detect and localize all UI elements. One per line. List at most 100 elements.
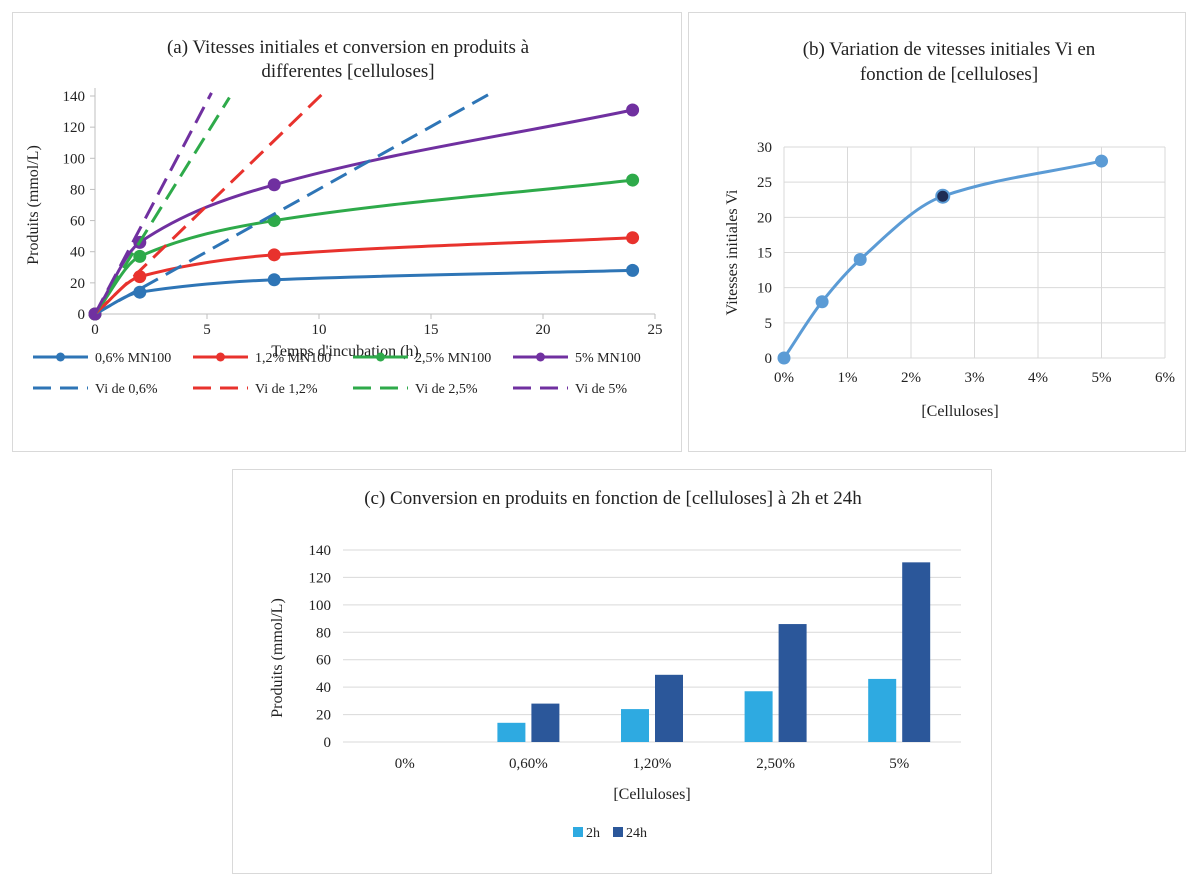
data-point	[935, 188, 951, 204]
chart-b: (b) Variation de vitesses initiales Vi e…	[724, 39, 1175, 420]
data-point	[777, 351, 791, 365]
bar	[744, 691, 773, 742]
y-tick-label: 25	[757, 175, 772, 191]
x-tick-label: 0,60%	[509, 756, 548, 772]
x-tick-label: 0%	[774, 370, 794, 386]
y-tick-label: 20	[70, 276, 85, 292]
x-tick-label: 2%	[901, 370, 921, 386]
legend-label: Vi de 1,2%	[255, 382, 318, 397]
legend-label: Vi de 5%	[575, 382, 627, 397]
series-line	[93, 108, 633, 315]
x-tick-label: 1%	[838, 370, 858, 386]
x-axis-label: [Celluloses]	[921, 403, 998, 420]
x-tick-label: 2,50%	[756, 756, 795, 772]
chart-title: differentes [celluloses]	[261, 61, 434, 82]
chart-a: (a) Vitesses initiales et conversion en …	[25, 37, 663, 397]
legend-label: Vi de 2,5%	[415, 382, 478, 397]
chart-title: fonction de [celluloses]	[860, 64, 1038, 85]
series-line	[782, 159, 1102, 359]
legend-marker	[56, 352, 65, 362]
y-tick-label: 20	[316, 708, 331, 724]
data-point	[853, 253, 867, 267]
chart-c: (c) Conversion en produits en fonction d…	[269, 488, 961, 841]
y-tick-label: 30	[757, 140, 772, 156]
bar	[868, 678, 897, 742]
x-tick-label: 1,20%	[633, 756, 672, 772]
x-tick-label: 5%	[1092, 370, 1112, 386]
x-tick-label: 20	[536, 322, 551, 338]
data-point	[267, 248, 281, 262]
series-line	[94, 268, 633, 316]
bar	[778, 624, 807, 742]
x-tick-label: 5	[203, 322, 211, 338]
y-tick-label: 80	[70, 182, 85, 198]
legend-label: 0,6% MN100	[95, 351, 171, 366]
y-tick-label: 80	[316, 625, 331, 641]
y-tick-label: 10	[757, 281, 772, 297]
chart-panel-b: (b) Variation de vitesses initiales Vi e…	[688, 12, 1186, 452]
chart-title: (b) Variation de vitesses initiales Vi e…	[803, 39, 1096, 60]
bar	[902, 562, 931, 742]
data-point	[1095, 154, 1108, 168]
legend-label: 1,2% MN100	[255, 351, 331, 366]
chart-title: (a) Vitesses initiales et conversion en …	[167, 37, 530, 58]
y-tick-label: 40	[70, 245, 85, 261]
bar	[531, 703, 560, 742]
y-tick-label: 120	[309, 570, 332, 586]
legend-label: 24h	[626, 826, 647, 841]
y-tick-label: 140	[63, 89, 86, 105]
x-tick-label: 0%	[395, 756, 415, 772]
legend-marker	[536, 352, 545, 362]
legend-label: Vi de 0,6%	[95, 382, 158, 397]
y-tick-label: 120	[63, 120, 86, 136]
y-tick-label: 60	[70, 214, 85, 230]
y-axis-label: Produits (mmol/L)	[269, 598, 286, 718]
series-line-dashed	[95, 92, 213, 314]
chart-title: (c) Conversion en produits en fonction d…	[364, 488, 862, 509]
y-tick-label: 40	[316, 680, 331, 696]
y-tick-label: 60	[316, 653, 331, 669]
legend-swatch	[613, 827, 623, 837]
y-tick-label: 0	[765, 351, 773, 367]
legend-label: 5% MN100	[575, 351, 641, 366]
data-point	[815, 295, 829, 309]
legend-swatch	[573, 827, 583, 837]
bar	[655, 674, 683, 742]
data-point	[267, 178, 281, 192]
x-axis-label: [Celluloses]	[613, 786, 690, 803]
x-tick-label: 0	[91, 322, 99, 338]
chart-panel-a: (a) Vitesses initiales et conversion en …	[12, 12, 682, 452]
y-tick-label: 0	[78, 307, 86, 323]
chart-panel-c: (c) Conversion en produits en fonction d…	[232, 469, 992, 874]
x-tick-label: 5%	[889, 756, 909, 772]
data-point	[267, 273, 281, 287]
data-point	[626, 173, 640, 187]
data-point	[133, 249, 147, 263]
legend-marker	[216, 352, 225, 362]
y-tick-label: 15	[757, 246, 772, 262]
y-tick-label: 5	[765, 316, 773, 332]
y-tick-label: 0	[324, 735, 332, 751]
y-tick-label: 140	[309, 543, 332, 559]
series-line-dashed	[95, 91, 493, 314]
x-tick-label: 3%	[965, 370, 985, 386]
x-tick-label: 4%	[1028, 370, 1048, 386]
data-point	[626, 231, 640, 245]
y-axis-label: Vitesses initiales Vi	[724, 189, 741, 315]
data-point	[626, 263, 640, 277]
data-point	[626, 103, 640, 117]
bar	[497, 722, 526, 742]
data-point	[133, 285, 147, 299]
legend-marker	[376, 352, 385, 362]
series-line-dashed	[95, 96, 231, 314]
x-tick-label: 25	[648, 322, 663, 338]
bar	[621, 709, 649, 742]
y-axis-label: Produits (mmol/L)	[25, 145, 42, 265]
y-tick-label: 20	[757, 210, 772, 226]
y-tick-label: 100	[63, 151, 86, 167]
y-tick-label: 100	[309, 598, 332, 614]
series-line	[93, 178, 633, 315]
legend-label: 2h	[586, 826, 600, 841]
x-tick-label: 15	[424, 322, 439, 338]
x-tick-label: 10	[312, 322, 327, 338]
